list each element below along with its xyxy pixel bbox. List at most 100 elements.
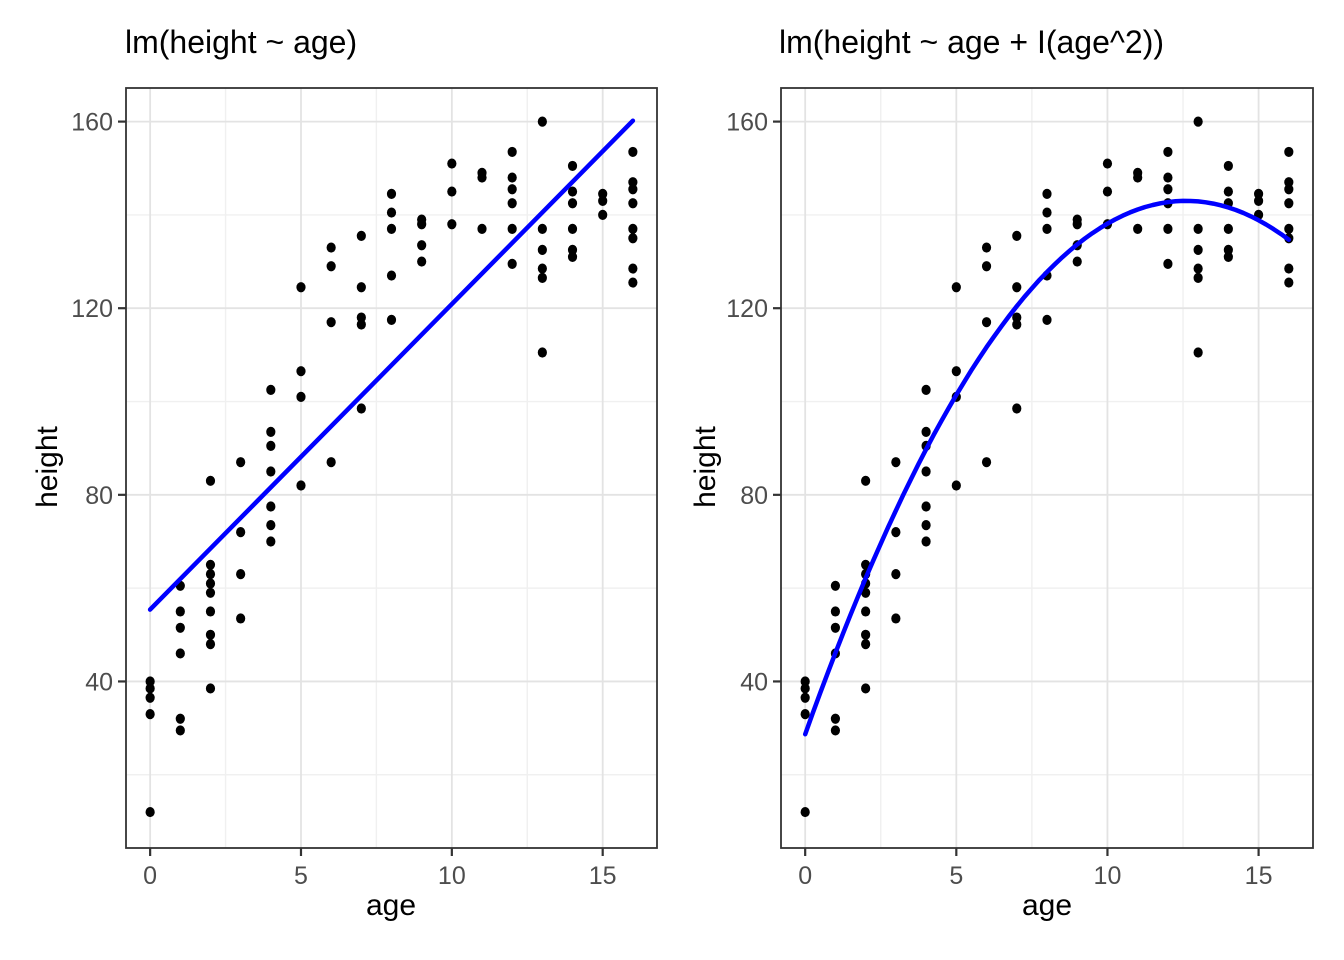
data-point xyxy=(981,261,992,272)
data-point xyxy=(537,244,547,255)
data-point xyxy=(830,580,841,591)
data-point xyxy=(598,188,608,200)
data-point xyxy=(175,622,185,633)
data-point xyxy=(145,683,155,694)
data-point xyxy=(1163,172,1173,183)
data-point xyxy=(175,725,185,736)
data-point xyxy=(266,440,276,451)
data-point xyxy=(1012,282,1022,293)
panel-border xyxy=(125,87,658,849)
data-point xyxy=(628,263,638,274)
data-point xyxy=(861,475,871,486)
data-point xyxy=(236,527,246,538)
data-point xyxy=(507,172,517,183)
data-point xyxy=(205,639,216,650)
data-point xyxy=(266,520,276,531)
data-point xyxy=(1012,230,1022,241)
data-point xyxy=(1163,258,1173,269)
y-tick-label: 80 xyxy=(740,482,768,510)
data-point xyxy=(628,177,638,188)
data-point xyxy=(507,198,517,209)
data-point xyxy=(1102,158,1113,169)
data-point xyxy=(477,172,487,183)
data-point xyxy=(417,256,427,267)
data-point xyxy=(628,184,638,195)
data-point xyxy=(921,520,931,531)
data-point xyxy=(921,536,931,547)
data-point xyxy=(1042,314,1052,325)
data-point xyxy=(1193,244,1203,255)
data-point xyxy=(1133,172,1143,183)
data-point xyxy=(800,692,810,703)
data-point xyxy=(145,692,155,703)
y-tick-label: 120 xyxy=(726,295,768,323)
data-point xyxy=(567,186,578,197)
data-point xyxy=(567,244,578,255)
x-tick-label: 10 xyxy=(438,862,466,890)
data-point xyxy=(296,391,306,402)
data-point xyxy=(891,569,901,580)
data-point xyxy=(537,223,547,234)
data-point xyxy=(296,480,306,491)
data-point xyxy=(891,457,901,468)
data-point xyxy=(386,188,397,200)
data-point xyxy=(447,158,457,169)
quadratic-fit-line xyxy=(802,198,1292,737)
data-point xyxy=(1223,223,1233,234)
right-plot-title: lm(height ~ age + I(age^2)) xyxy=(779,24,1164,60)
data-point xyxy=(951,480,961,491)
data-point xyxy=(447,219,457,230)
data-point xyxy=(981,242,992,253)
data-point xyxy=(417,240,427,251)
data-point xyxy=(598,195,608,207)
data-point xyxy=(1133,223,1143,234)
data-point xyxy=(1012,403,1022,414)
data-point xyxy=(205,606,216,617)
data-point xyxy=(537,263,547,274)
y-tick-label: 160 xyxy=(726,109,768,137)
data-point xyxy=(356,282,366,293)
data-point xyxy=(447,186,457,197)
data-point xyxy=(507,146,517,158)
left-plot-title: lm(height ~ age) xyxy=(125,24,358,60)
data-point xyxy=(1193,116,1203,127)
data-point xyxy=(417,219,427,230)
data-point xyxy=(628,146,638,158)
data-point xyxy=(386,314,397,325)
data-point xyxy=(266,501,276,512)
y-tick-label: 160 xyxy=(71,109,113,137)
data-point xyxy=(567,160,578,172)
data-point xyxy=(1012,312,1022,323)
right-y-axis-title: height xyxy=(689,426,722,508)
data-point xyxy=(1284,277,1294,288)
data-point xyxy=(800,806,810,818)
data-point xyxy=(830,622,841,633)
x-tick-label: 15 xyxy=(1245,862,1273,890)
data-point xyxy=(861,683,871,694)
data-point xyxy=(1193,347,1203,358)
data-point xyxy=(1042,207,1052,218)
data-point xyxy=(205,629,216,640)
data-point xyxy=(326,242,336,253)
data-point xyxy=(1253,195,1264,207)
x-tick-label: 0 xyxy=(143,862,157,890)
data-point xyxy=(800,709,810,720)
data-point xyxy=(1284,184,1294,195)
data-point xyxy=(1163,223,1173,234)
data-point xyxy=(567,251,578,262)
data-point xyxy=(386,223,397,234)
data-point xyxy=(1072,219,1082,230)
data-point xyxy=(1163,146,1173,158)
x-tick-label: 10 xyxy=(1094,862,1122,890)
y-tick-label: 80 xyxy=(85,482,113,510)
data-point xyxy=(1253,188,1264,200)
data-point xyxy=(1042,188,1052,200)
data-point xyxy=(628,277,638,288)
data-point xyxy=(830,713,841,724)
data-point xyxy=(326,457,336,468)
data-point xyxy=(951,366,961,377)
data-point xyxy=(507,258,517,269)
data-point xyxy=(861,639,871,650)
data-point xyxy=(921,501,931,512)
